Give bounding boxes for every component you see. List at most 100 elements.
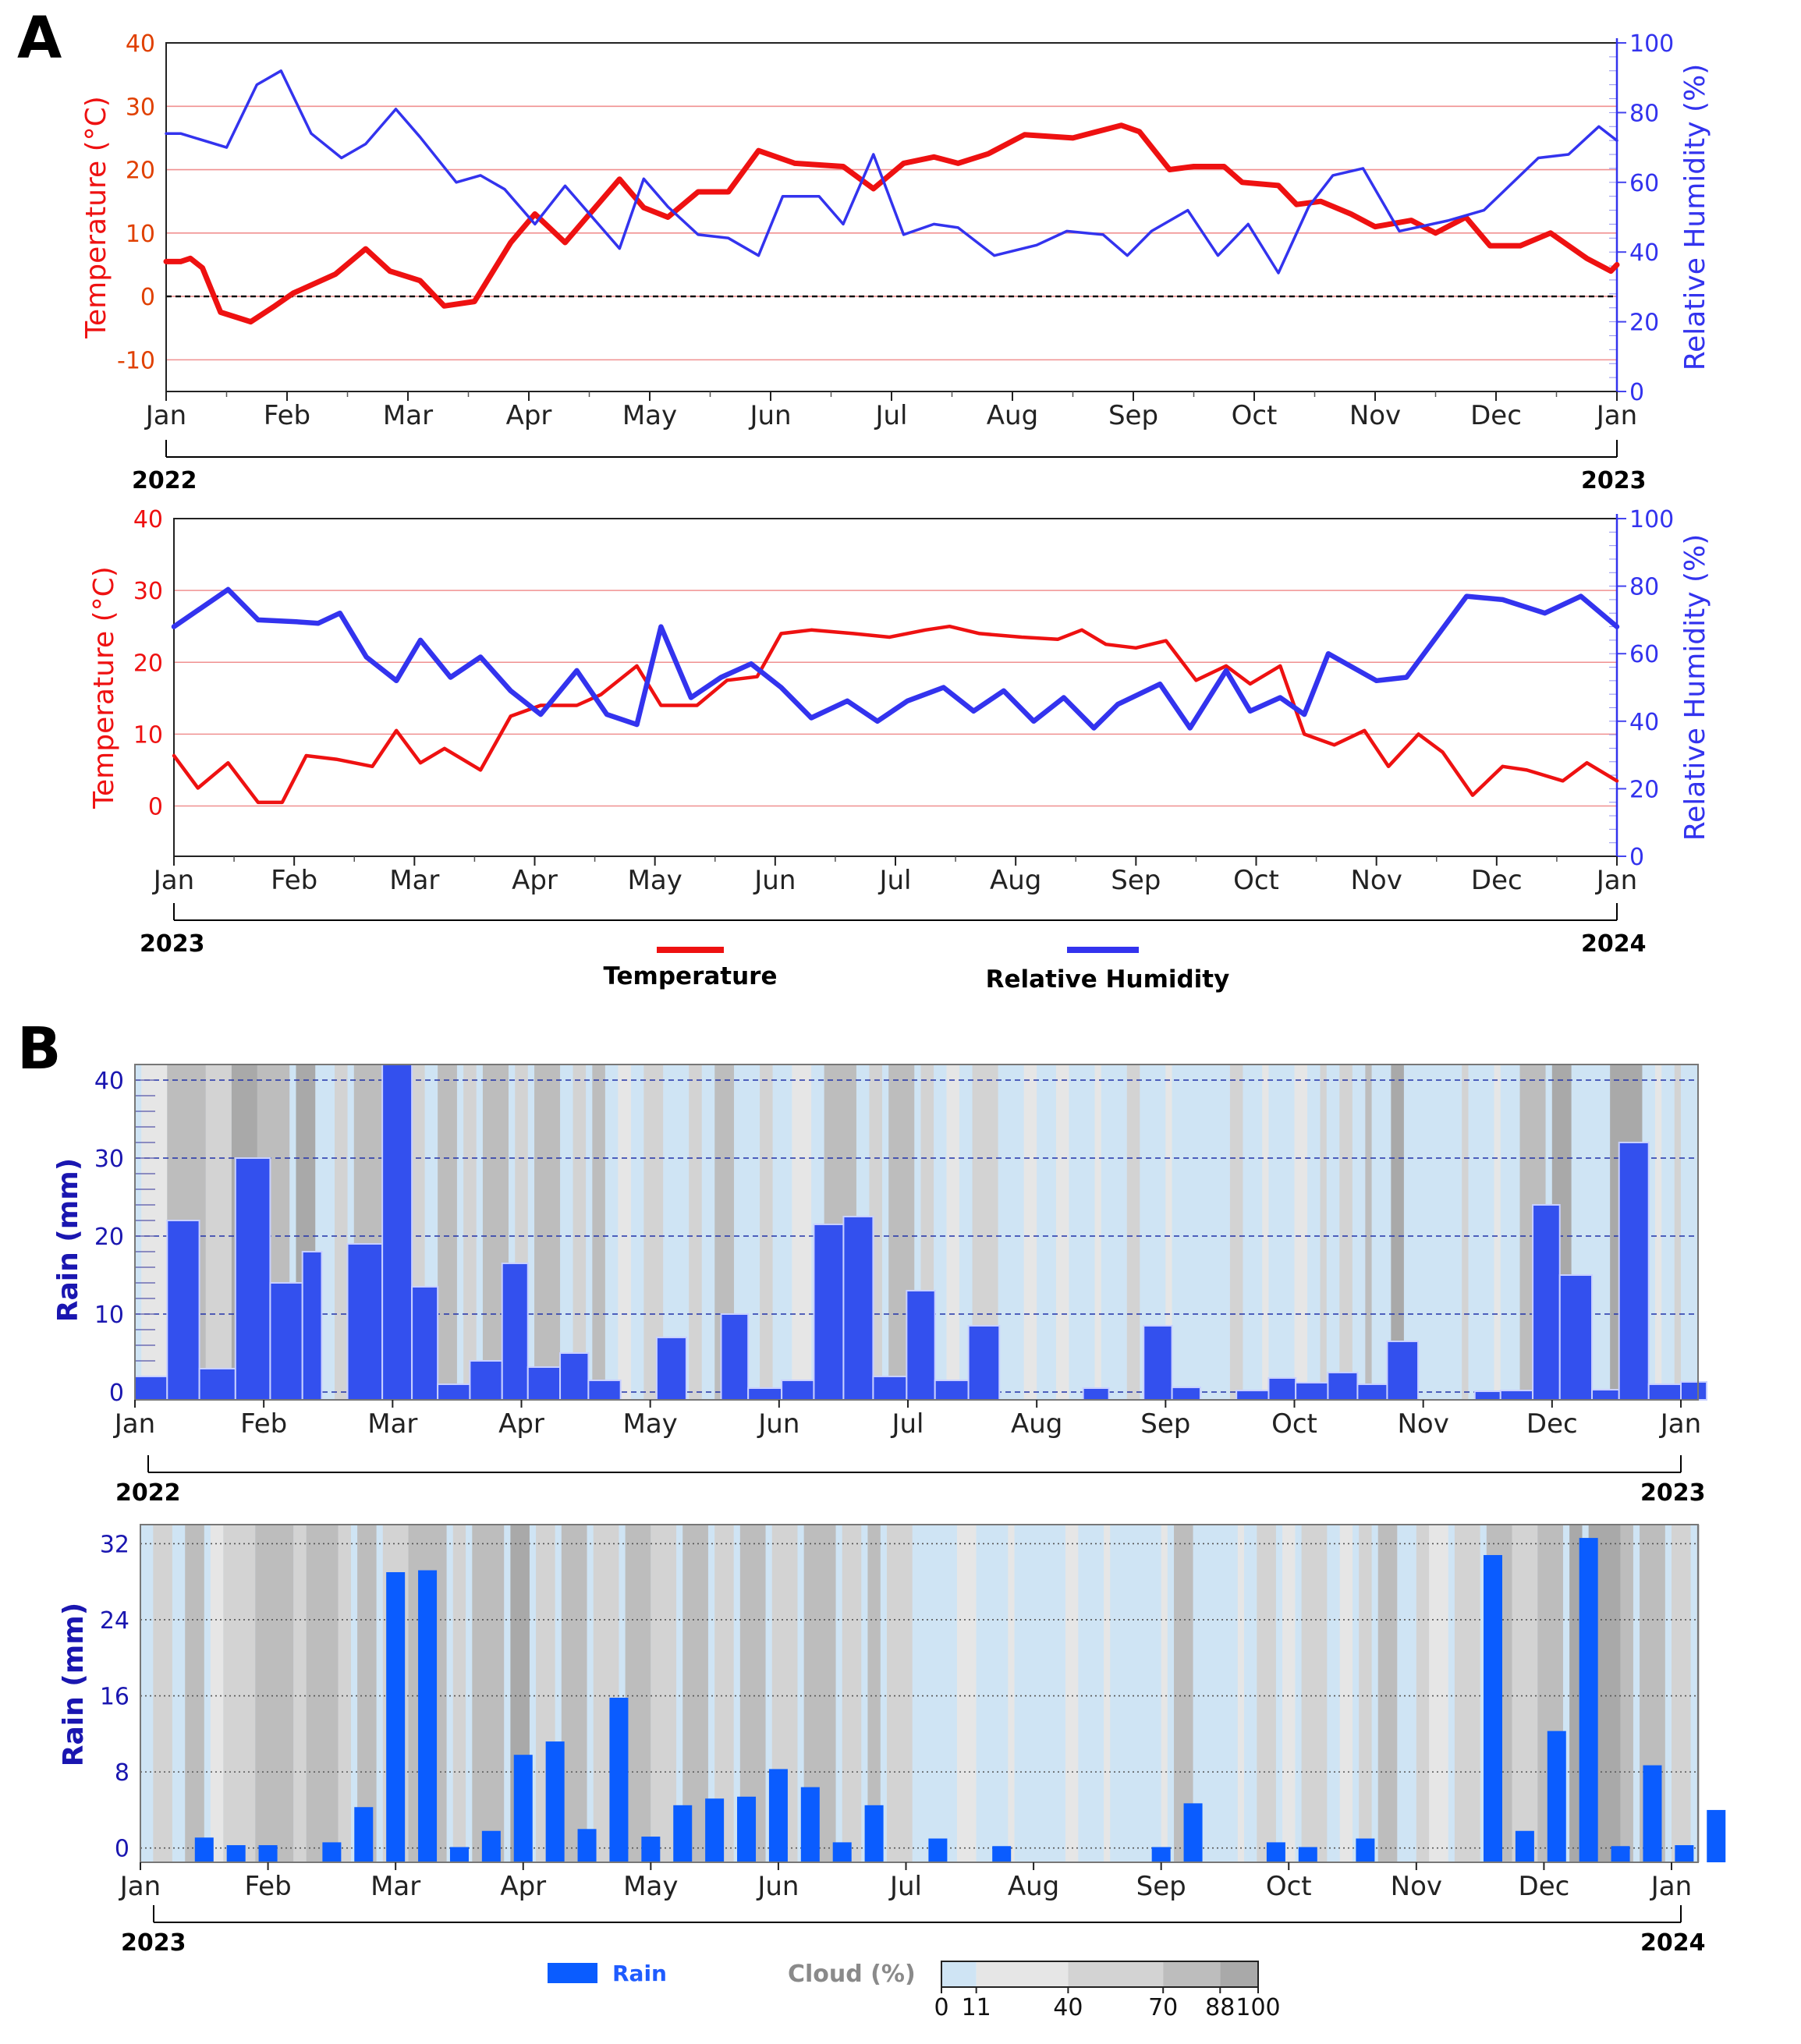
x-tick-label: Apr xyxy=(500,1871,546,1902)
rain-bar xyxy=(928,1838,948,1862)
plot-frame xyxy=(140,1524,1699,1863)
year-start-label: 2023 xyxy=(121,1929,186,1957)
y-left-tick-label: 30 xyxy=(133,578,163,605)
cloud-band xyxy=(438,1065,457,1400)
y-left-tick-label: 20 xyxy=(133,650,163,677)
y-right-axis-title: Relative Humidity (%) xyxy=(1679,64,1711,371)
cloud-band xyxy=(205,1065,232,1400)
cloud-band xyxy=(1494,1065,1501,1400)
rain-bar xyxy=(1558,1274,1594,1401)
x-tick-label: Feb xyxy=(264,400,310,431)
year-end-label: 2023 xyxy=(1640,1479,1706,1507)
rain-bar xyxy=(967,1325,1001,1401)
rain-bar xyxy=(705,1798,725,1862)
rain-bar xyxy=(1327,1372,1359,1401)
cloud-colorbar-tick-label: 0 xyxy=(934,1994,948,2021)
rain-bar xyxy=(1618,1142,1650,1401)
y-tick-label: 16 xyxy=(100,1684,129,1711)
rain-bar xyxy=(864,1805,884,1862)
cloud-band xyxy=(1672,1525,1691,1862)
x-tick-label: Feb xyxy=(271,865,317,896)
cloud-band xyxy=(1126,1065,1140,1400)
cloud-band xyxy=(452,1525,466,1862)
humidity-line xyxy=(171,586,1620,731)
y-left-tick-label: 20 xyxy=(126,158,155,185)
rain-bar xyxy=(1356,1383,1388,1401)
y-tick-label: 40 xyxy=(94,1068,124,1095)
y-left-tick-label: 0 xyxy=(140,284,155,311)
x-tick-label: Dec xyxy=(1526,1408,1578,1440)
cloud-band xyxy=(1282,1525,1296,1862)
y-right-tick-label: 0 xyxy=(1629,844,1644,871)
rain-bar xyxy=(1643,1765,1662,1862)
cloud-band xyxy=(1065,1525,1079,1862)
y-left-tick-label: 10 xyxy=(126,221,155,248)
cloud-band xyxy=(255,1525,294,1862)
cloud-band xyxy=(1569,1525,1583,1862)
x-tick-label: Aug xyxy=(1011,1408,1062,1440)
x-tick-label: Jan xyxy=(152,865,194,896)
x-tick-label: Jan xyxy=(113,1408,155,1440)
x-tick-label: Feb xyxy=(240,1408,287,1440)
rain-bar xyxy=(673,1805,693,1862)
y-left-tick-label: 10 xyxy=(133,721,163,749)
rain-bar xyxy=(872,1376,908,1401)
y-tick-label: 32 xyxy=(100,1531,129,1558)
cloud-colorbar-segment xyxy=(941,1961,977,1987)
cloud-band xyxy=(573,1065,587,1400)
cloud-band xyxy=(293,1525,307,1862)
cloud-band xyxy=(1391,1065,1404,1400)
cloud-band xyxy=(1008,1525,1015,1862)
x-tick-label: Jan xyxy=(1595,400,1637,431)
rain-bar xyxy=(1611,1846,1630,1862)
y-right-tick-label: 60 xyxy=(1629,641,1659,668)
rain-bar xyxy=(411,1286,439,1401)
rain-bar xyxy=(1532,1204,1561,1401)
cloud-colorbar-tick-label: 100 xyxy=(1236,1994,1280,2021)
rain-bar xyxy=(1515,1830,1534,1862)
cloud-band xyxy=(1104,1525,1111,1862)
cloud-band xyxy=(1462,1065,1469,1400)
x-tick-label: Jan xyxy=(1595,865,1637,896)
cloud-band xyxy=(1359,1525,1372,1862)
x-tick-label: Feb xyxy=(244,1871,291,1902)
x-tick-label: Dec xyxy=(1471,865,1523,896)
y-axis-title: Rain (mm) xyxy=(52,1158,84,1322)
cloud-band xyxy=(651,1525,677,1862)
cloud-band xyxy=(1674,1065,1681,1400)
rain-bar xyxy=(1707,1809,1726,1862)
rain-bar xyxy=(1171,1387,1201,1401)
plot-frame xyxy=(134,1064,1699,1401)
x-tick-label: Nov xyxy=(1397,1408,1448,1440)
rain-bar xyxy=(354,1807,374,1862)
rain-bar xyxy=(559,1352,590,1401)
rain-bar xyxy=(449,1847,469,1862)
legend-temp-humidity: Temperature Relative Humidity xyxy=(604,947,1230,994)
cloud-band xyxy=(1512,1525,1538,1862)
y-tick-label: 8 xyxy=(115,1759,129,1787)
x-tick-label: Oct xyxy=(1233,865,1279,896)
cloud-band xyxy=(335,1065,348,1400)
cloud-colorbar-segment xyxy=(1068,1961,1164,1987)
y-right-tick-label: 40 xyxy=(1629,709,1659,736)
x-tick-label: Apr xyxy=(498,1408,544,1440)
rain-bar xyxy=(934,1380,970,1401)
rain-bar xyxy=(1386,1341,1420,1401)
rain-bar xyxy=(1579,1538,1598,1862)
x-tick-label: Sep xyxy=(1108,400,1158,431)
cloud-band xyxy=(223,1525,256,1862)
x-tick-label: Sep xyxy=(1136,1871,1186,1902)
x-tick-label: Apr xyxy=(512,865,558,896)
x-tick-label: Jul xyxy=(888,1871,922,1902)
cloud-band xyxy=(306,1525,339,1862)
y-tick-label: 30 xyxy=(94,1146,124,1173)
legend-humidity-label: Relative Humidity xyxy=(986,965,1230,994)
rain-bar xyxy=(1680,1381,1708,1401)
rain-bar xyxy=(234,1157,271,1401)
x-tick-label: Oct xyxy=(1232,400,1278,431)
x-tick-label: Dec xyxy=(1470,400,1522,431)
rain-bar xyxy=(1298,1847,1317,1862)
y-right-tick-label: 20 xyxy=(1629,776,1659,803)
